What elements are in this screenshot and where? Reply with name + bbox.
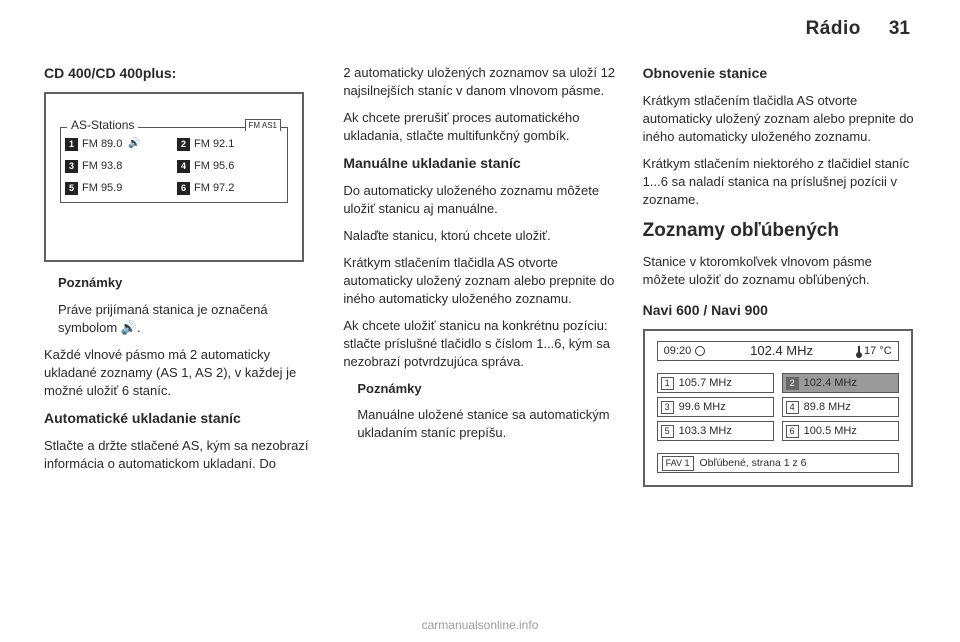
manual-page: Rádio 31 CD 400/CD 400plus: AS-Stations … <box>0 0 960 642</box>
preset-number: 4 <box>786 401 799 414</box>
auto-store-heading: Automatické ukladanie staníc <box>44 409 317 428</box>
status-time-group: 09:20 <box>664 344 706 359</box>
section-title: Rádio <box>806 18 861 40</box>
preset-cell: 1 FM 89.0 🔊 <box>65 134 171 154</box>
restore-station-heading: Obnovenie stanice <box>643 64 916 83</box>
band-indicator: FM AS1 <box>245 119 281 131</box>
body-text: Stlačte a držte stlačené AS, kým sa nezo… <box>44 437 317 473</box>
status-temp-group: 17 °C <box>858 344 892 359</box>
preset-freq: 100.5 MHz <box>804 424 857 439</box>
preset-freq: 103.3 MHz <box>679 424 732 439</box>
note-label: Poznámky <box>44 274 317 292</box>
preset-cell: 6 FM 97.2 <box>177 178 283 198</box>
preset-number: 2 <box>786 377 799 390</box>
fav-cell: 3 99.6 MHz <box>657 397 774 417</box>
content-columns: CD 400/CD 400plus: AS-Stations FM AS1 1 … <box>44 64 916 487</box>
as-stations-panel: AS-Stations FM AS1 1 FM 89.0 🔊 2 FM 92.1 <box>60 127 288 203</box>
preset-freq: FM 95.9 <box>82 181 122 196</box>
manual-store-heading: Manuálne ukladanie staníc <box>343 154 616 173</box>
body-text: Nalaďte stanicu, ktorú chcete uložiť. <box>343 227 616 245</box>
fav-page-bar: FAV 1 Obľúbené, strana 1 z 6 <box>657 453 899 473</box>
fav-page-text: Obľúbené, strana 1 z 6 <box>700 456 807 470</box>
preset-number: 4 <box>177 160 190 173</box>
preset-freq: FM 92.1 <box>194 137 234 152</box>
status-time: 09:20 <box>664 344 692 359</box>
preset-freq: FM 93.8 <box>82 159 122 174</box>
preset-cell: 5 FM 95.9 <box>65 178 171 198</box>
fav-cell: 4 89.8 MHz <box>782 397 899 417</box>
status-bar: 09:20 102.4 MHz 17 °C <box>657 341 899 361</box>
figure-navi-favourites: 09:20 102.4 MHz 17 °C 1 105.7 MHz <box>643 329 913 487</box>
preset-grid: 1 FM 89.0 🔊 2 FM 92.1 3 FM 93.8 <box>65 134 283 198</box>
page-number: 31 <box>889 18 910 40</box>
body-text: Stanice v ktoromkoľvek vlnovom pásme môž… <box>643 253 916 289</box>
preset-cell: 4 FM 95.6 <box>177 156 283 176</box>
page-header: Rádio 31 <box>44 18 916 40</box>
note-text: Práve prijímaná stanica je označená symb… <box>44 301 317 337</box>
preset-freq: FM 95.6 <box>194 159 234 174</box>
speaker-icon: 🔊 <box>128 137 140 151</box>
column-1: CD 400/CD 400plus: AS-Stations FM AS1 1 … <box>44 64 317 487</box>
status-temp: 17 °C <box>864 344 892 359</box>
preset-number: 6 <box>177 182 190 195</box>
note-label: Poznámky <box>343 380 616 398</box>
preset-number: 1 <box>661 377 674 390</box>
fav-cell: 1 105.7 MHz <box>657 373 774 393</box>
preset-freq: FM 89.0 <box>82 137 122 152</box>
preset-number: 3 <box>65 160 78 173</box>
column-2: 2 automaticky uložených zoznamov sa ulož… <box>343 64 616 487</box>
watermark-footer: carmanualsonline.info <box>0 618 960 632</box>
panel-label: AS-Stations <box>67 117 138 134</box>
preset-freq: 99.6 MHz <box>679 400 726 415</box>
preset-number: 1 <box>65 138 78 151</box>
thermometer-icon <box>858 346 860 356</box>
preset-number: 5 <box>661 425 674 438</box>
fav-cell: 5 103.3 MHz <box>657 421 774 441</box>
favourites-heading: Zoznamy obľúbených <box>643 218 916 244</box>
body-text: Každé vlnové pásmo má 2 automaticky ukla… <box>44 346 317 400</box>
fav-page-label: FAV 1 <box>662 456 694 470</box>
body-text: Krátkym stlačením niektorého z tlačidiel… <box>643 155 916 209</box>
preset-number: 6 <box>786 425 799 438</box>
navi-model-heading: Navi 600 / Navi 900 <box>643 301 916 320</box>
body-text: Krátkym stlačením tlačidla AS otvorte au… <box>343 254 616 308</box>
column-3: Obnovenie stanice Krátkym stlačením tlač… <box>643 64 916 487</box>
preset-number: 3 <box>661 401 674 414</box>
preset-number: 5 <box>65 182 78 195</box>
clock-icon <box>695 346 705 356</box>
body-text: Do automaticky uloženého zoznamu môžete … <box>343 182 616 218</box>
preset-number: 2 <box>177 138 190 151</box>
preset-freq: FM 97.2 <box>194 181 234 196</box>
fav-cell-active: 2 102.4 MHz <box>782 373 899 393</box>
preset-freq: 102.4 MHz <box>804 376 857 391</box>
favourites-grid: 1 105.7 MHz 2 102.4 MHz 3 99.6 MHz 4 89.… <box>657 373 899 441</box>
preset-cell: 2 FM 92.1 <box>177 134 283 154</box>
device-model-heading: CD 400/CD 400plus: <box>44 64 317 83</box>
fav-cell: 6 100.5 MHz <box>782 421 899 441</box>
note-text: Manuálne uložené stanice sa automatickým… <box>343 406 616 442</box>
current-frequency: 102.4 MHz <box>705 342 858 360</box>
body-text: Ak chcete prerušiť proces automatického … <box>343 109 616 145</box>
preset-cell: 3 FM 93.8 <box>65 156 171 176</box>
preset-freq: 89.8 MHz <box>804 400 851 415</box>
body-text: 2 automaticky uložených zoznamov sa ulož… <box>343 64 616 100</box>
figure-as-stations: AS-Stations FM AS1 1 FM 89.0 🔊 2 FM 92.1 <box>44 92 304 262</box>
body-text: Krátkym stlačením tlačidla AS otvorte au… <box>643 92 916 146</box>
body-text: Ak chcete uložiť stanicu na konkrétnu po… <box>343 317 616 371</box>
preset-freq: 105.7 MHz <box>679 376 732 391</box>
